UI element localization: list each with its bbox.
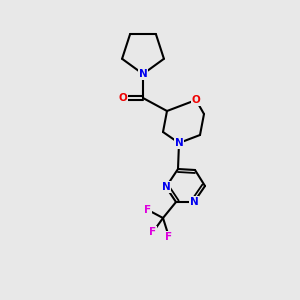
- Text: O: O: [192, 95, 200, 105]
- Text: N: N: [162, 182, 170, 192]
- Text: F: F: [149, 227, 157, 237]
- Text: N: N: [175, 138, 183, 148]
- Text: N: N: [139, 69, 147, 79]
- Text: N: N: [190, 197, 198, 207]
- Text: F: F: [144, 205, 152, 215]
- Text: O: O: [118, 93, 127, 103]
- Text: F: F: [165, 232, 172, 242]
